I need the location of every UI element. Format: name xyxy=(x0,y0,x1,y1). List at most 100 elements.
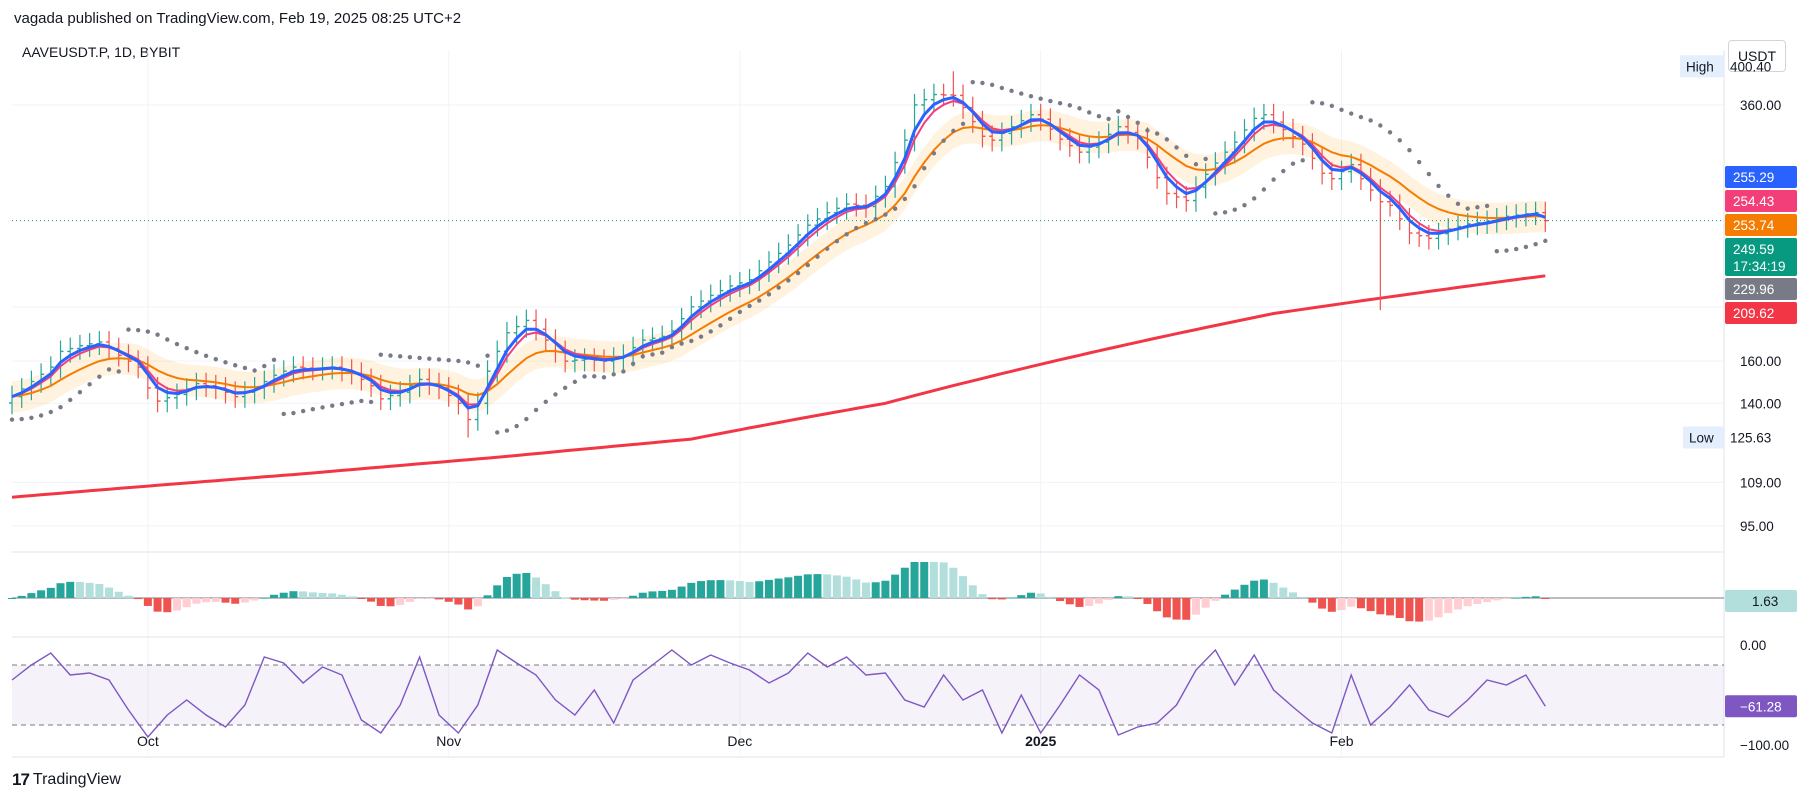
histogram-bar xyxy=(270,594,279,598)
histogram-bar xyxy=(988,598,997,600)
psar-dot xyxy=(737,309,743,315)
ema-band xyxy=(12,109,1546,413)
histogram-bar xyxy=(56,583,65,598)
histogram-bar xyxy=(299,591,308,598)
psar-dot xyxy=(1436,183,1441,189)
psar-dot xyxy=(1446,193,1451,198)
psar-dot xyxy=(931,151,937,156)
histogram-bar xyxy=(745,582,754,598)
symbol-legend[interactable]: AAVEUSDT.P, 1D, BYBIT xyxy=(22,44,181,60)
psar-dot xyxy=(1193,162,1199,167)
psar-dot xyxy=(689,338,694,344)
psar-dot xyxy=(116,369,121,374)
histogram-bar xyxy=(46,587,55,598)
psar-dot xyxy=(989,82,995,88)
psar-dot xyxy=(863,220,869,226)
psar-dot xyxy=(407,354,413,360)
psar-dot xyxy=(562,385,568,391)
histogram-bar xyxy=(1269,582,1278,598)
histogram-bar xyxy=(1318,598,1327,609)
histogram-bar xyxy=(1036,593,1045,598)
hist-tag-bg xyxy=(1725,590,1797,612)
histogram-bar xyxy=(75,581,84,598)
psar-dot xyxy=(1281,168,1286,174)
histogram-bar xyxy=(794,575,803,598)
histogram-bar xyxy=(240,598,249,603)
histogram-bar xyxy=(1453,598,1462,610)
histogram-bar xyxy=(541,584,550,598)
psar-dot xyxy=(339,401,345,407)
price-tag-bg xyxy=(1725,278,1797,300)
histogram-bar xyxy=(376,598,385,606)
price-tag-bg xyxy=(1725,190,1797,212)
psar-dot xyxy=(844,232,849,237)
psar-dot xyxy=(1397,138,1402,143)
histogram-bar xyxy=(1172,598,1181,620)
hist-tag-value: 1.63 xyxy=(1752,594,1778,609)
psar-dot xyxy=(446,357,451,363)
psar-dot xyxy=(795,270,801,276)
histogram-bar xyxy=(1143,598,1152,604)
psar-dot xyxy=(368,399,374,405)
histogram-bar xyxy=(1366,598,1375,612)
price-axis-tick: 109.00 xyxy=(1740,475,1781,490)
psar-dot xyxy=(281,411,286,417)
psar-dot xyxy=(776,285,781,290)
publication-header: vagada published on TradingView.com, Feb… xyxy=(14,10,462,27)
histogram-bar xyxy=(570,598,579,600)
currency-button[interactable]: USDT xyxy=(1728,40,1786,72)
psar-dot xyxy=(242,365,248,371)
psar-dot xyxy=(669,345,675,350)
psar-dot xyxy=(941,138,946,143)
histogram-bar xyxy=(483,595,492,598)
histogram-bar xyxy=(871,582,880,598)
low-tag-value: 125.63 xyxy=(1730,431,1771,446)
psar-dot xyxy=(1145,128,1150,133)
histogram-bar xyxy=(444,598,453,602)
psar-dot xyxy=(892,206,898,211)
psar-dot xyxy=(417,355,422,361)
low-tag-bg xyxy=(1683,426,1724,449)
histogram-bar xyxy=(803,574,812,598)
histogram-bar xyxy=(1531,596,1540,598)
histogram-bar xyxy=(1075,598,1084,607)
psar-dot xyxy=(1339,107,1344,113)
tradingview-brand[interactable]: 17 TradingView xyxy=(12,770,121,790)
high-tag-title: High xyxy=(1686,59,1714,74)
psar-dot xyxy=(912,184,917,189)
histogram-bar xyxy=(959,576,968,598)
histogram-bar xyxy=(95,584,104,598)
price-tag-value: 254.43 xyxy=(1733,194,1774,209)
psar-dot xyxy=(475,363,481,368)
histogram-bar xyxy=(1502,598,1511,599)
histogram-bar xyxy=(405,598,414,602)
histogram-bar xyxy=(337,594,346,598)
histogram-bar xyxy=(1026,592,1035,598)
price-tag-value: 255.29 xyxy=(1733,170,1774,185)
histogram-bar xyxy=(1434,598,1443,618)
histogram-bar xyxy=(1521,596,1530,598)
histogram-bar xyxy=(1415,598,1424,622)
histogram-bar xyxy=(473,598,482,607)
ema-band-group xyxy=(12,109,1546,413)
histogram-bar xyxy=(629,595,638,598)
histogram-bar xyxy=(192,598,201,604)
psar-dot xyxy=(1300,158,1305,163)
histogram-bar xyxy=(968,585,977,598)
psar-dot xyxy=(660,350,665,355)
histogram-group xyxy=(8,562,1724,622)
psar-dot xyxy=(1465,206,1470,211)
histogram-bar xyxy=(202,598,211,603)
psar-dot xyxy=(223,360,228,365)
histogram-bar xyxy=(221,598,230,603)
psar-dot xyxy=(1242,203,1247,208)
histogram-bar xyxy=(347,596,356,598)
psar-dot xyxy=(514,423,519,429)
psar-dot xyxy=(1222,210,1228,215)
histogram-bar xyxy=(1327,598,1336,612)
psar-dot xyxy=(922,166,927,171)
psar-dot xyxy=(1475,205,1480,210)
psar-dot xyxy=(1514,246,1519,252)
high-tag-bg xyxy=(1680,55,1724,78)
